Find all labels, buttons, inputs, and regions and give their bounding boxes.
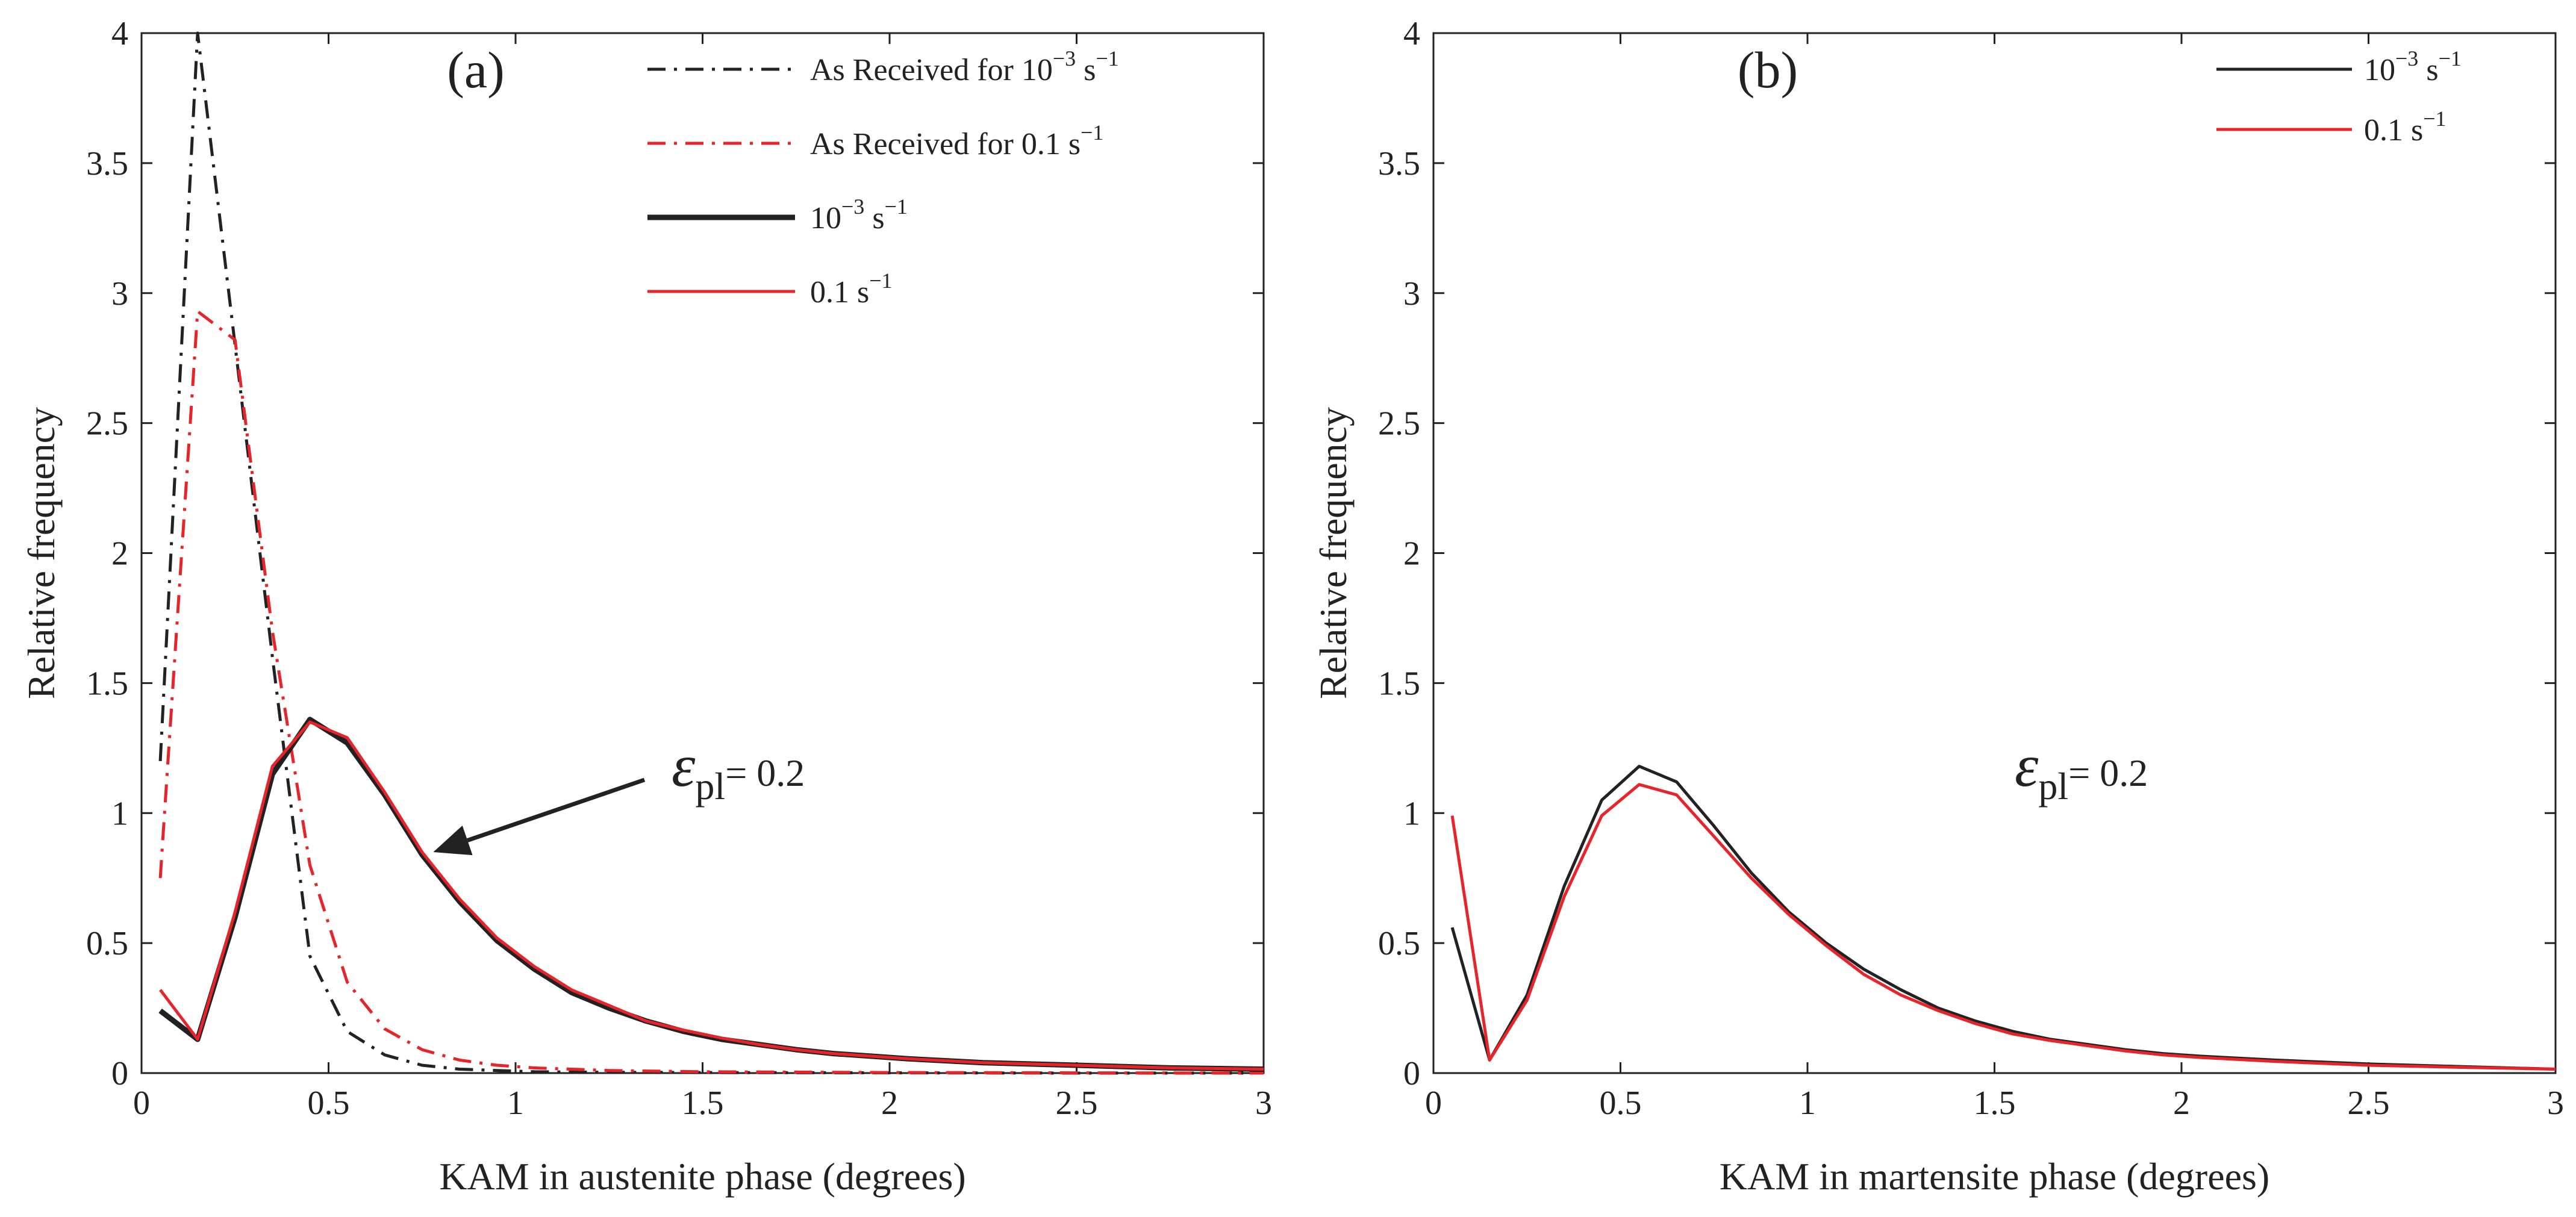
y-tick-label: 2.5	[1378, 405, 1420, 443]
chart-panel-b: 0 0.5 1 1.5 2 2.5 3 0 0.5 1 1.5 2 2.5 3 3.5 4 KAM in mar…	[1312, 15, 2564, 1198]
x-tick-label: 3	[2547, 1085, 2564, 1122]
x-tick-label: 2	[881, 1085, 898, 1122]
legend-label-4: 0.1 s−1	[810, 269, 893, 310]
series-line-4	[159, 720, 1264, 1071]
x-axis-title: KAM in austenite phase (degrees)	[439, 1155, 965, 1198]
plot-area-frame	[140, 32, 1265, 1074]
y-tick-label: 2.5	[86, 405, 128, 443]
strain-annotation: εpl= 0.2	[672, 732, 805, 808]
x-tick-label: 0	[1425, 1085, 1442, 1122]
x-tick-label: 0	[133, 1085, 150, 1122]
panel-label: (b)	[1738, 41, 1798, 99]
y-tick-label: 3	[111, 275, 128, 313]
y-tick-label: 3.5	[86, 145, 128, 182]
y-tick-label: 2	[1403, 535, 1420, 573]
x-tick-label: 3	[1255, 1085, 1272, 1122]
x-tick-label: 1.5	[682, 1085, 724, 1122]
legend-label-1: As Received for 10−3 s−1	[810, 46, 1119, 87]
annotation-arrow-head	[433, 825, 473, 856]
y-tick-label: 2	[111, 535, 128, 573]
y-tick-label: 3	[1403, 275, 1420, 313]
x-tick-label: 1	[507, 1085, 524, 1122]
series-line-2	[158, 310, 1264, 1075]
y-tick-label: 1.5	[1378, 665, 1420, 702]
y-axis-title: Relative frequency	[20, 407, 63, 699]
legend-label-3: 10−3 s−1	[810, 195, 908, 235]
y-tick-label: 1.5	[86, 665, 128, 702]
y-tick-label: 4	[111, 15, 128, 52]
x-tick-label: 2.5	[2348, 1085, 2390, 1122]
x-tick-label: 2.5	[1056, 1085, 1098, 1122]
y-tick-label: 1	[1403, 795, 1420, 832]
y-tick-label: 1	[111, 795, 128, 832]
panel-label: (a)	[447, 41, 504, 99]
chart-panel-a: 0 0.5 1 1.5 2 2.5 3 0 0.5 1 1.5 2 2.5 3 3.5 4 KAM in aus…	[20, 15, 1272, 1198]
y-tick-label: 0	[1403, 1055, 1420, 1092]
legend-label-1: 10−3 s−1	[2364, 46, 2462, 87]
x-tick-label: 0.5	[1600, 1085, 1642, 1122]
series-line-2	[1450, 783, 2556, 1071]
legend-label-2: As Received for 0.1 s−1	[810, 120, 1103, 161]
legend-label-2: 0.1 s−1	[2364, 107, 2447, 148]
x-tick-label: 1	[1799, 1085, 1816, 1122]
y-tick-label: 4	[1403, 15, 1420, 52]
x-tick-label: 1.5	[1974, 1085, 2016, 1122]
x-tick-label: 0.5	[308, 1085, 350, 1122]
strain-annotation: εpl= 0.2	[2015, 732, 2148, 808]
series-line-1	[158, 31, 1264, 1075]
series-line-1	[1450, 765, 2556, 1071]
plot-area-frame	[1432, 32, 2557, 1074]
y-axis-title: Relative frequency	[1312, 407, 1355, 699]
y-tick-label: 0.5	[86, 925, 128, 962]
y-tick-label: 0	[111, 1055, 128, 1092]
x-tick-label: 2	[2173, 1085, 2190, 1122]
y-tick-label: 3.5	[1378, 145, 1420, 182]
annotation-arrow-shaft	[467, 777, 646, 842]
x-axis-title: KAM in martensite phase (degrees)	[1720, 1155, 2269, 1198]
y-tick-label: 0.5	[1378, 925, 1420, 962]
